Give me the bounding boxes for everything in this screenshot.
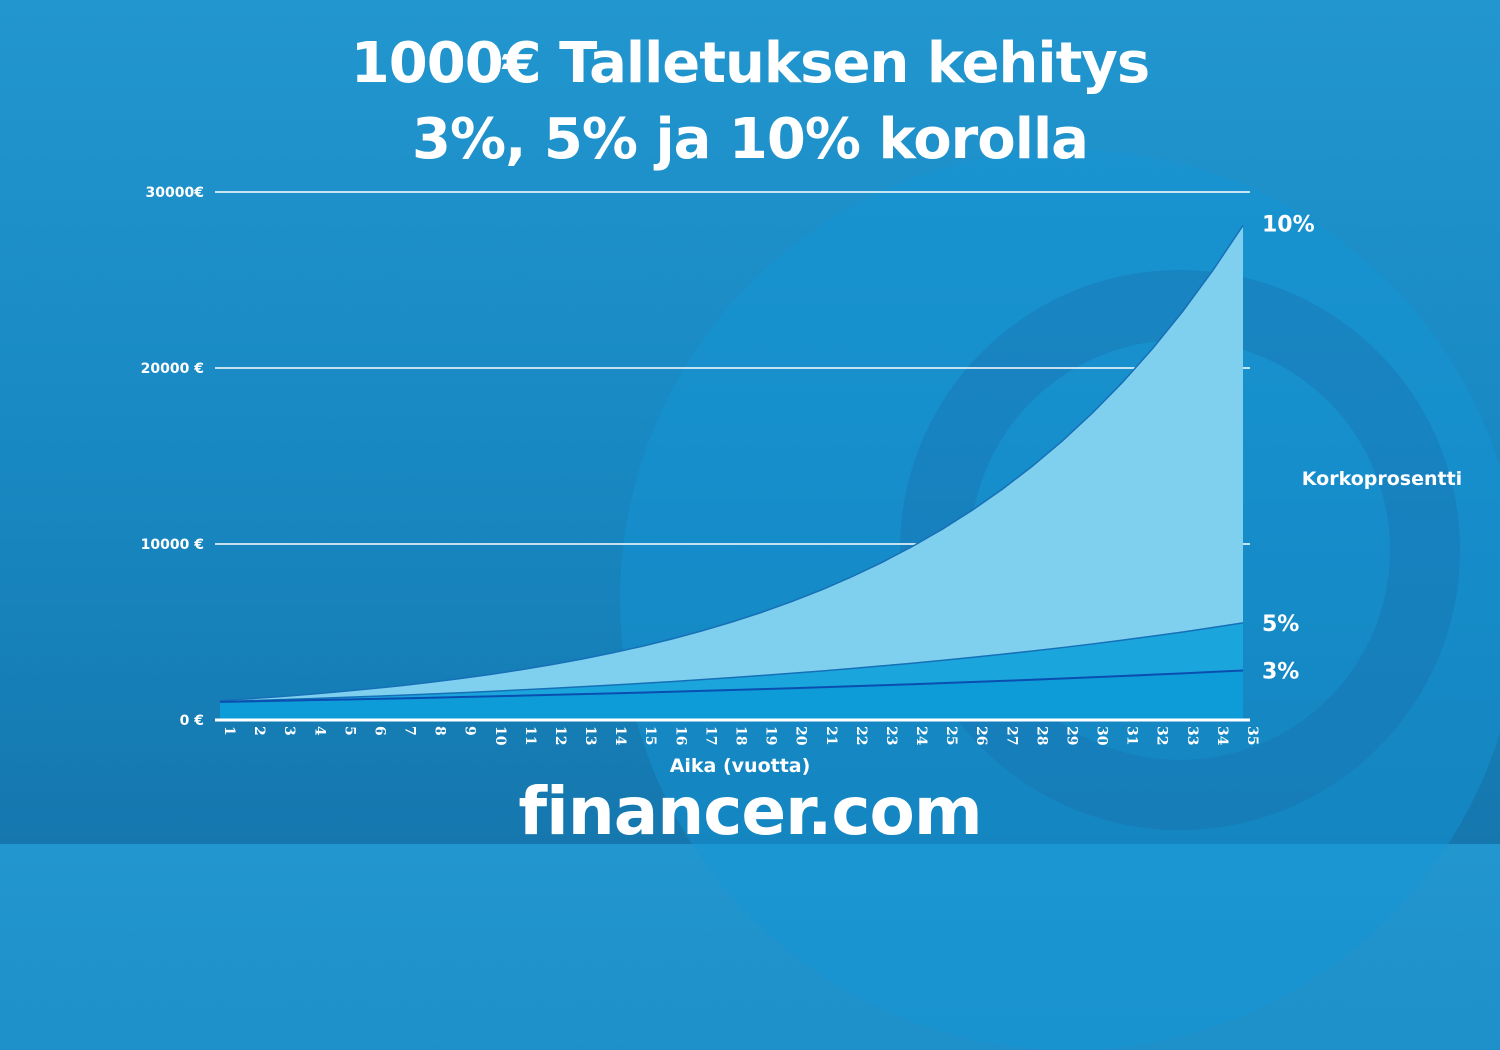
series-label: 10%: [1262, 212, 1315, 237]
x-tick-label: 33: [1184, 726, 1200, 745]
x-tick-label: 30: [1094, 726, 1110, 746]
series-label: 3%: [1262, 659, 1299, 684]
x-tick-label: 5: [341, 726, 357, 736]
line-5pct: [219, 622, 1244, 703]
x-tick-label: 12: [552, 726, 568, 745]
x-tick-label: 15: [642, 726, 658, 745]
x-tick-label: 25: [943, 726, 959, 745]
x-tick-label: 29: [1063, 726, 1079, 745]
x-tick-label: 8: [432, 726, 448, 736]
title-line-2: 3%, 5% ja 10% korolla: [412, 107, 1089, 172]
x-tick-label: 24: [913, 726, 929, 746]
x-tick-label: 23: [883, 726, 899, 745]
x-tick-label: 10: [492, 726, 508, 746]
chart-title: 1000€ Talletuksen kehitys 3%, 5% ja 10% …: [0, 26, 1500, 178]
x-tick-label: 32: [1154, 726, 1170, 745]
x-tick-label: 3: [281, 726, 297, 736]
x-tick-label: 27: [1003, 726, 1019, 745]
x-tick-label: 11: [522, 726, 538, 745]
chart: 0 €10000 €20000 €30000€10%5%3%1 2 3 4 5 6 7 8 9 1…: [141, 185, 1462, 777]
area-10pct: [220, 225, 1243, 720]
financer-logo: financer.com: [518, 773, 982, 850]
x-tick-label: 22: [853, 726, 869, 745]
title-line-1: 1000€ Talletuksen kehitys: [350, 31, 1150, 96]
x-tick-label: 2: [251, 726, 267, 736]
x-tick-label: 17: [702, 726, 718, 745]
x-tick-label: 20: [793, 726, 809, 746]
x-tick-label: 19: [763, 726, 779, 745]
area-3pct: [220, 670, 1243, 719]
x-tick-label: 14: [612, 726, 628, 746]
x-tick-label: 1: [221, 726, 237, 736]
y-tick-label: 10000 €: [141, 537, 204, 553]
x-tick-label: 26: [973, 726, 989, 745]
x-tick-label: 9: [462, 726, 478, 736]
x-tick-label: 35: [1244, 726, 1260, 745]
x-tick-label: 28: [1033, 726, 1049, 745]
x-tick-label: 7: [402, 726, 418, 736]
x-tick-label: 4: [311, 726, 327, 736]
x-tick-label: 21: [823, 726, 839, 745]
x-tick-label: 34: [1214, 726, 1230, 746]
y-tick-label: 30000€: [146, 185, 204, 201]
y-tick-label: 20000 €: [141, 361, 204, 377]
line-10pct: [219, 224, 1244, 702]
x-tick-label: 13: [582, 726, 598, 745]
y-tick-label: 0 €: [180, 713, 204, 729]
x-tick-label: 31: [1124, 726, 1140, 745]
series-label: 5%: [1262, 612, 1299, 637]
line-3pct: [219, 669, 1244, 703]
x-tick-label: 16: [672, 726, 688, 745]
x-tick-label: 18: [733, 726, 749, 745]
x-axis-label: Aika (vuotta): [670, 755, 811, 777]
x-tick-label: 6: [371, 726, 387, 736]
legend-title: Korkoprosentti: [1302, 468, 1462, 490]
